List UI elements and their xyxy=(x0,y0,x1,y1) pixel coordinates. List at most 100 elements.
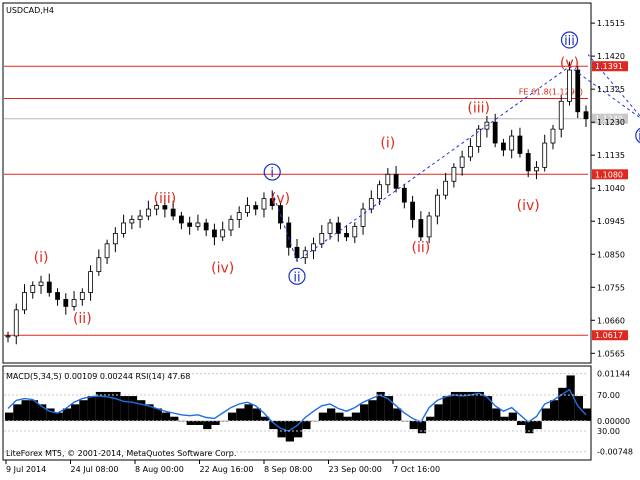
candle-body xyxy=(112,232,118,245)
macd-bar xyxy=(574,396,583,421)
candle-body xyxy=(269,198,275,206)
candle-body xyxy=(30,285,36,293)
level-price-box xyxy=(592,330,628,341)
indicator-tick-label: 30.00 xyxy=(597,427,620,436)
candle-body xyxy=(96,257,102,273)
macd-bar xyxy=(302,420,311,430)
candle-body xyxy=(492,121,498,144)
candle-body xyxy=(360,208,366,227)
wave-labels: (i)(ii)(iii)(iv)(v)(i)(ii)(iii)(iv)(v)ii… xyxy=(34,31,640,327)
macd-bar xyxy=(434,404,443,421)
wave-circle xyxy=(560,31,579,49)
macd-bar xyxy=(104,391,113,421)
time-tick-label: 23 Sep 00:00 xyxy=(329,465,382,474)
candle-body xyxy=(178,215,184,224)
macd-bar xyxy=(335,412,344,421)
macd-bar xyxy=(244,404,253,421)
candle-body xyxy=(451,166,457,182)
candle-body xyxy=(137,215,143,220)
wave-label: (ii) xyxy=(412,240,431,256)
macd-bar xyxy=(54,412,63,421)
macd-bar xyxy=(186,420,195,425)
price-tick-label: 1.0755 xyxy=(597,283,625,292)
macd-bar xyxy=(583,408,592,421)
candle-body xyxy=(13,309,19,337)
macd-bar xyxy=(500,416,509,421)
level-price-label: 1.1080 xyxy=(595,170,623,179)
macd-bar xyxy=(549,400,559,421)
candle-body xyxy=(410,201,416,220)
wave-label: (i) xyxy=(34,250,49,266)
macd-bar xyxy=(533,420,542,430)
wave-label: (iii) xyxy=(154,191,177,207)
macd-bar xyxy=(318,412,328,421)
candle-body xyxy=(71,299,77,307)
macd-bar xyxy=(558,387,567,421)
candle-body xyxy=(542,142,548,168)
price-tick-label: 1.1135 xyxy=(597,151,625,160)
macd-bar xyxy=(87,396,96,421)
candle-body xyxy=(121,222,126,234)
indicator-tick-label: -0.00748 xyxy=(597,448,633,457)
macd-bar xyxy=(170,416,179,421)
indicator-tick-label: 0.00000 xyxy=(597,417,630,426)
candle-body xyxy=(294,246,300,259)
macd-bar xyxy=(5,412,14,421)
candle-body xyxy=(63,299,69,307)
wave-path-line xyxy=(271,65,640,262)
candle-body xyxy=(534,166,539,172)
candle-body xyxy=(368,198,374,210)
macd-bar xyxy=(21,400,30,421)
wave-label: (ii) xyxy=(73,311,92,327)
macd-bar xyxy=(294,420,303,438)
candle-body xyxy=(509,135,515,151)
candle-body xyxy=(129,219,135,224)
price-candles xyxy=(5,61,589,345)
candle-body xyxy=(501,142,506,151)
wave-label: iv xyxy=(638,130,640,145)
price-tick-label: 1.1325 xyxy=(597,85,625,94)
candle-body xyxy=(575,69,581,113)
time-tick-label: 8 Sep 08:00 xyxy=(264,465,312,474)
candle-body xyxy=(22,292,27,311)
wave-label: (i) xyxy=(380,136,395,152)
candle-body xyxy=(253,205,259,210)
candle-body xyxy=(459,156,465,168)
candle-body xyxy=(344,232,349,238)
current-price-box xyxy=(592,113,628,124)
macd-bar xyxy=(450,391,460,421)
macd-bar xyxy=(128,396,138,421)
candle-body xyxy=(162,205,168,210)
macd-bar xyxy=(71,404,80,421)
macd-bar xyxy=(442,396,451,421)
wave-label: iii xyxy=(564,34,575,49)
candle-body xyxy=(377,184,382,200)
candle-body xyxy=(286,222,292,248)
macd-bar xyxy=(376,391,385,421)
candle-body xyxy=(426,215,432,238)
candle-body xyxy=(567,69,572,102)
candle-body xyxy=(434,194,440,217)
macd-bar xyxy=(409,420,418,430)
candle-body xyxy=(145,208,151,217)
level-price-label: 1.0617 xyxy=(595,331,623,340)
wave-circle xyxy=(288,267,306,285)
candle-body xyxy=(335,222,341,234)
macd-bar xyxy=(343,416,352,421)
candle-body xyxy=(104,243,110,259)
macd-bar xyxy=(46,408,55,421)
copyright-text: LiteForex MT5, © 2001-2014, MetaQuotes S… xyxy=(6,449,236,458)
price-tick-label: 1.1040 xyxy=(597,184,625,193)
price-tick-label: 1.1420 xyxy=(597,52,625,61)
candle-body xyxy=(38,281,44,286)
macd-bar xyxy=(62,408,72,421)
macd-bar xyxy=(29,400,39,421)
macd-bar xyxy=(368,400,377,421)
macd-bar xyxy=(38,404,47,421)
macd-bar xyxy=(492,408,501,421)
macd-bar xyxy=(384,396,394,421)
candle-body xyxy=(327,222,333,234)
time-axis: 9 Jul 2014 24 Jul 08:00 8 Aug 00:00 22 Aug … xyxy=(5,460,440,474)
